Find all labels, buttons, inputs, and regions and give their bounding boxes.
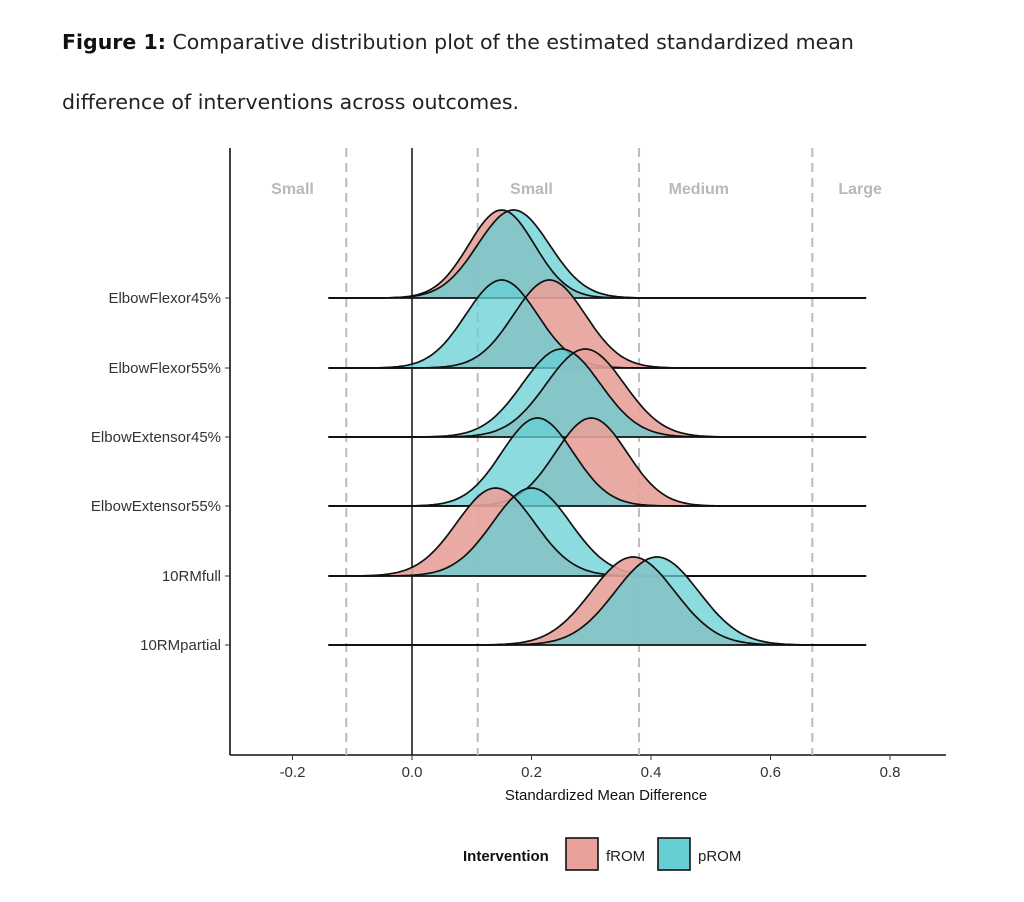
caption-label: Figure 1: [62, 30, 166, 54]
x-tick-label-3: 0.4 [641, 764, 662, 781]
density-fill-fROM-1 [328, 280, 867, 368]
caption-text: Comparative distribution plot of the est… [62, 30, 854, 114]
density-fill-fROM-3 [328, 418, 867, 506]
y-tick-label-2: ElbowExtensor45% [91, 429, 221, 446]
legend-swatch-pROM [657, 837, 691, 871]
density-outline-pROM-0 [328, 209, 867, 299]
region-label-1: Small [510, 181, 553, 198]
region-label-0: Small [271, 181, 314, 198]
region-label-3: Large [838, 181, 882, 198]
x-tick-label-0: -0.2 [280, 764, 306, 781]
legend-title: Intervention [463, 848, 549, 865]
x-tick-label-2: 0.2 [521, 764, 542, 781]
y-tick-label-4: 10RMfull [162, 568, 221, 585]
y-tick-label-5: 10RMpartial [140, 637, 221, 654]
y-tick-label-1: ElbowFlexor55% [108, 360, 221, 377]
x-tick-label-4: 0.6 [760, 764, 781, 781]
density-fill-pROM-5 [328, 557, 867, 645]
legend-label-fROM: fROM [606, 848, 645, 865]
density-fill-fROM-0 [328, 210, 867, 298]
density-fill-fROM-5 [328, 557, 867, 645]
density-fill-pROM-2 [328, 349, 867, 437]
x-tick-label-1: 0.0 [402, 764, 423, 781]
density-fill-pROM-0 [328, 210, 867, 298]
legend-label-pROM: pROM [698, 848, 741, 865]
density-outline-fROM-0 [328, 209, 867, 299]
density-fill-pROM-3 [328, 418, 867, 506]
density-fill-fROM-4 [328, 488, 867, 576]
region-label-2: Medium [669, 181, 729, 198]
y-tick-label-3: ElbowExtensor55% [91, 498, 221, 515]
density-fill-pROM-1 [328, 280, 867, 368]
x-axis-title: Standardized Mean Difference [505, 787, 707, 804]
density-fill-pROM-4 [328, 488, 867, 576]
x-tick-label-5: 0.8 [880, 764, 901, 781]
figure-caption: Figure 1: Comparative distribution plot … [62, 12, 962, 132]
legend-swatch-fROM [565, 837, 599, 871]
y-tick-label-0: ElbowFlexor45% [108, 290, 221, 307]
